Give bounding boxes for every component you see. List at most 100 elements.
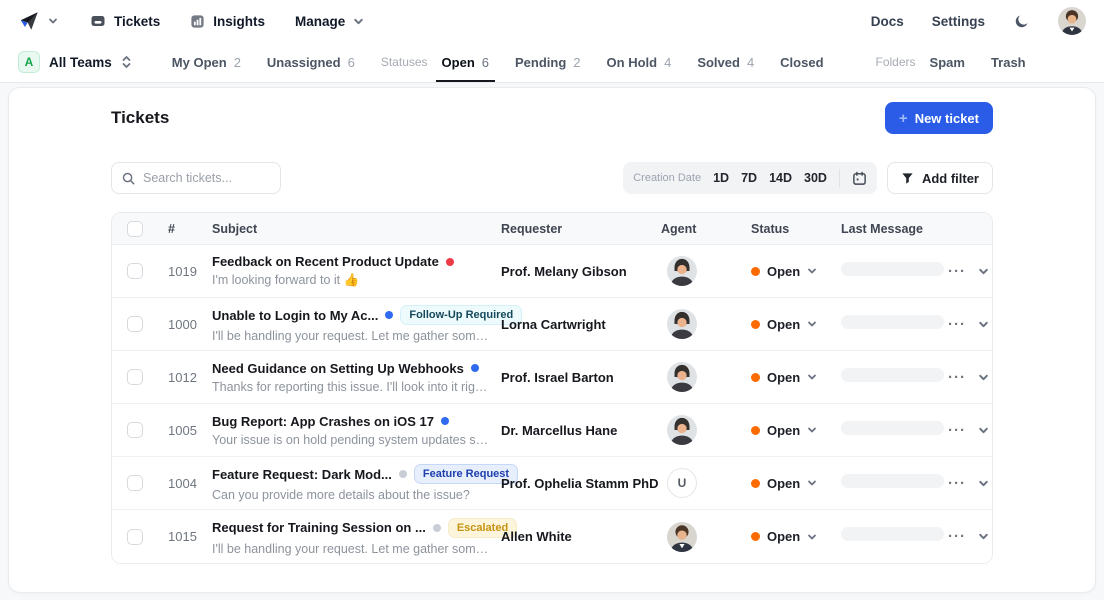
status-dropdown[interactable]: Open — [749, 370, 839, 385]
agent-avatar-initial[interactable]: U — [667, 468, 697, 498]
ticket-tag-badge: Feature Request — [413, 464, 519, 484]
status-tab-on-hold[interactable]: On Hold 4 — [606, 54, 672, 70]
agent-avatar-woman[interactable] — [667, 415, 697, 445]
row-checkbox[interactable] — [127, 422, 143, 438]
status-tab-closed[interactable]: Closed — [780, 54, 824, 70]
table-row[interactable]: 1019 Feedback on Recent Product Update I… — [112, 245, 992, 298]
status-tab-open[interactable]: Open 6 — [435, 42, 496, 82]
docs-link[interactable]: Docs — [870, 13, 904, 29]
row-expand-chevron[interactable] — [970, 531, 992, 542]
ticket-id: 1015 — [168, 529, 197, 544]
row-expand-chevron[interactable] — [970, 319, 992, 330]
status-dropdown[interactable]: Open — [749, 317, 839, 332]
status-dropdown[interactable]: Open — [749, 264, 839, 279]
view-count: 6 — [347, 54, 355, 70]
ticket-subject[interactable]: Bug Report: App Crashes on iOS 17 — [212, 413, 434, 429]
ticket-subject[interactable]: Feature Request: Dark Mod... — [212, 466, 392, 482]
table-row[interactable]: 1004 Feature Request: Dark Mod... Featur… — [112, 457, 992, 510]
column-requester[interactable]: Requester — [501, 221, 563, 236]
view-tab-unassigned[interactable]: Unassigned 6 — [266, 54, 355, 70]
workspace-chevron-down-icon[interactable] — [48, 16, 58, 26]
status-dropdown[interactable]: Open — [749, 476, 839, 491]
date-option-7d[interactable]: 7D — [741, 171, 758, 185]
status-tab-pending[interactable]: Pending 2 — [515, 54, 581, 70]
row-actions-button[interactable]: ··· — [948, 262, 966, 280]
table-row[interactable]: 1015 Request for Training Session on ...… — [112, 510, 992, 563]
view-tab-my-open[interactable]: My Open 2 — [171, 54, 241, 70]
paper-plane-logo-icon[interactable] — [18, 10, 40, 32]
folder-tab-trash[interactable]: Trash — [990, 54, 1026, 70]
column-subject[interactable]: Subject — [212, 221, 258, 236]
status-tab-solved[interactable]: Solved 4 — [697, 54, 755, 70]
agent-avatar-man[interactable] — [667, 521, 697, 552]
last-message-preview: I'll be handling your request. Let me ga… — [212, 541, 492, 556]
priority-dot-icon — [441, 417, 449, 425]
ticket-subject[interactable]: Feedback on Recent Product Update — [212, 254, 439, 269]
ticket-subject[interactable]: Request for Training Session on ... — [212, 520, 426, 535]
row-actions-button[interactable]: ··· — [948, 528, 966, 545]
add-filter-button[interactable]: Add filter — [886, 162, 993, 194]
search-input[interactable] — [143, 171, 270, 185]
column-status[interactable]: Status — [751, 221, 790, 236]
status-dropdown[interactable]: Open — [749, 529, 839, 544]
chevron-down-icon — [808, 374, 817, 380]
calendar-icon[interactable] — [852, 171, 867, 186]
plus-icon: + — [898, 109, 908, 127]
agent-avatar-woman[interactable] — [667, 309, 697, 339]
row-checkbox[interactable] — [127, 369, 143, 385]
row-expand-chevron[interactable] — [970, 372, 992, 383]
sort-chevrons-icon[interactable] — [121, 55, 132, 69]
date-option-1d[interactable]: 1D — [713, 171, 730, 185]
column-agent[interactable]: Agent — [661, 221, 697, 236]
row-checkbox[interactable] — [127, 528, 143, 545]
row-checkbox[interactable] — [127, 263, 143, 279]
table-row[interactable]: 1012 Need Guidance on Setting Up Webhook… — [112, 351, 992, 404]
last-message-preview: I'll be handling your request. Let me ga… — [212, 329, 492, 343]
top-navigation: Tickets Insights Manage Docs Settings — [0, 0, 1104, 42]
chevron-down-icon — [353, 16, 364, 27]
ticket-id: 1012 — [168, 369, 197, 385]
nav-tickets[interactable]: Tickets — [90, 13, 160, 29]
ticket-subject[interactable]: Unable to Login to My Ac... — [212, 307, 379, 323]
ticket-id: 1000 — [168, 316, 197, 332]
table-row[interactable]: 1000 Unable to Login to My Ac... Follow-… — [112, 298, 992, 351]
column-id[interactable]: # — [168, 221, 175, 236]
date-option-14d[interactable]: 14D — [769, 171, 792, 185]
agent-avatar-woman[interactable] — [667, 256, 697, 286]
nav-insights[interactable]: Insights — [190, 14, 265, 29]
row-checkbox[interactable] — [127, 475, 143, 491]
row-actions-button[interactable]: ··· — [948, 315, 966, 333]
moon-icon[interactable] — [1013, 13, 1030, 30]
row-checkbox[interactable] — [127, 316, 143, 332]
view-filter-bar: A All Teams My Open 2 Unassigned 6 Statu… — [0, 42, 1104, 83]
table-row[interactable]: 1005 Bug Report: App Crashes on iOS 17 Y… — [112, 404, 992, 457]
status-dropdown[interactable]: Open — [749, 423, 839, 438]
requester-name: Prof. Israel Barton — [501, 369, 614, 385]
inbox-icon — [90, 13, 106, 29]
column-last-message[interactable]: Last Message — [841, 221, 923, 236]
ticket-tag-badge: Escalated — [447, 517, 518, 538]
status-count: 6 — [481, 54, 490, 70]
nav-manage[interactable]: Manage — [295, 14, 364, 29]
folder-tab-spam[interactable]: Spam — [929, 54, 965, 70]
search-box[interactable] — [111, 162, 281, 194]
select-all-checkbox[interactable] — [127, 220, 143, 237]
open-status-dot-icon — [751, 372, 760, 382]
row-actions-button[interactable]: ··· — [948, 368, 966, 386]
agent-avatar-woman[interactable] — [667, 362, 697, 392]
last-message-skeleton — [841, 420, 944, 435]
row-actions-button[interactable]: ··· — [948, 474, 966, 492]
row-expand-chevron[interactable] — [970, 266, 992, 277]
row-expand-chevron[interactable] — [970, 425, 992, 436]
team-selector[interactable]: A All Teams — [18, 42, 132, 82]
settings-link[interactable]: Settings — [931, 13, 985, 29]
status-count: 2 — [573, 54, 581, 70]
priority-dot-icon — [398, 470, 407, 478]
divider — [838, 169, 840, 187]
row-expand-chevron[interactable] — [970, 478, 992, 489]
ticket-subject[interactable]: Need Guidance on Setting Up Webhooks — [212, 360, 464, 376]
user-avatar[interactable] — [1058, 7, 1086, 35]
new-ticket-button[interactable]: + New ticket — [884, 102, 993, 134]
date-option-30d[interactable]: 30D — [804, 171, 827, 185]
row-actions-button[interactable]: ··· — [948, 421, 966, 439]
